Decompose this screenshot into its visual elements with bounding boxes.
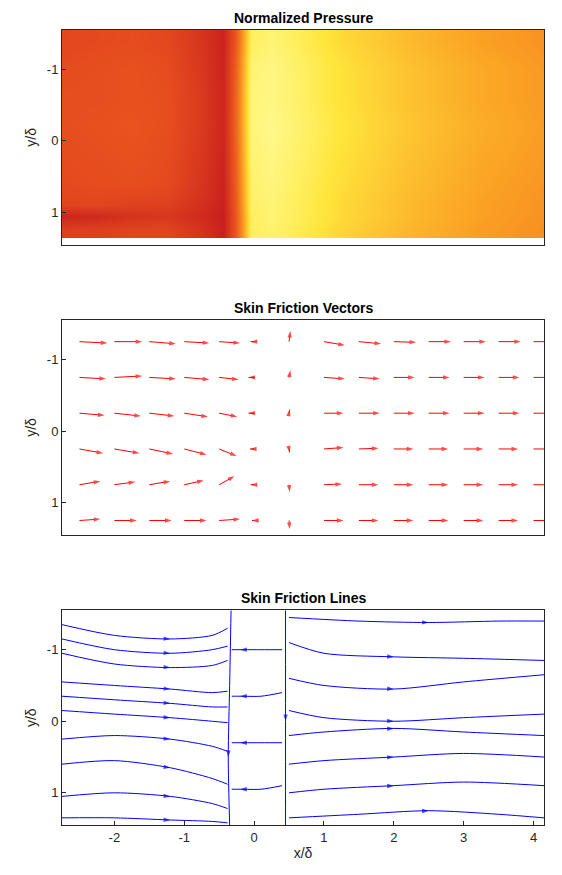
svg-text:Skin Friction Lines: Skin Friction Lines: [241, 590, 366, 606]
svg-text:Skin Friction Vectors: Skin Friction Vectors: [234, 300, 373, 316]
svg-text:1: 1: [320, 830, 327, 845]
svg-text:1: 1: [51, 205, 58, 220]
svg-text:-1: -1: [47, 62, 59, 77]
svg-text:3: 3: [460, 830, 467, 845]
svg-text:0: 0: [51, 424, 58, 439]
svg-text:Normalized Pressure: Normalized Pressure: [234, 10, 373, 26]
svg-text:0: 0: [250, 830, 257, 845]
svg-text:y/δ: y/δ: [23, 708, 39, 727]
svg-text:4: 4: [530, 830, 537, 845]
svg-text:-1: -1: [178, 830, 190, 845]
svg-text:1: 1: [51, 785, 58, 800]
svg-text:y/δ: y/δ: [23, 128, 39, 147]
svg-text:-2: -2: [109, 830, 121, 845]
svg-text:-1: -1: [47, 642, 59, 657]
svg-text:x/δ: x/δ: [294, 845, 313, 861]
svg-text:0: 0: [51, 133, 58, 148]
svg-text:2: 2: [390, 830, 397, 845]
svg-text:y/δ: y/δ: [23, 418, 39, 437]
svg-text:-1: -1: [47, 352, 59, 367]
svg-text:0: 0: [51, 714, 58, 729]
svg-text:1: 1: [51, 495, 58, 510]
